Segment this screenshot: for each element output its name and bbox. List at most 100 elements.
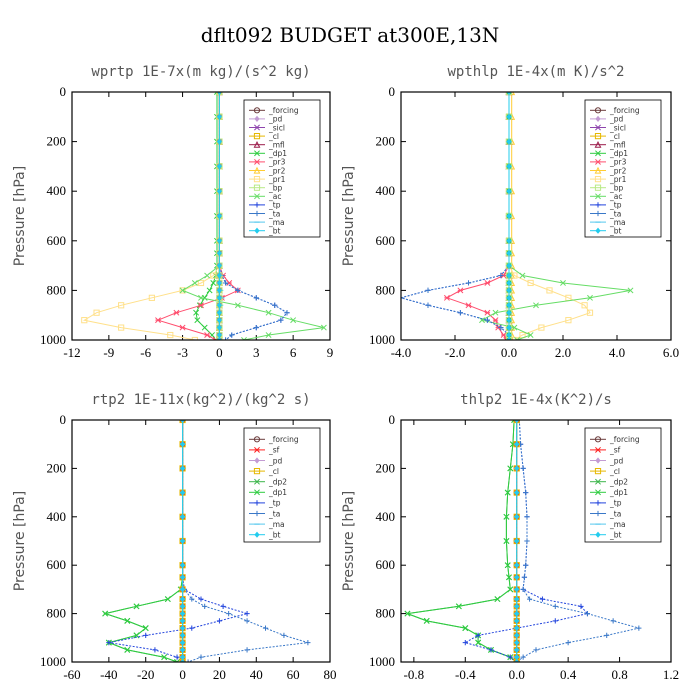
series-point_ta <box>520 465 526 471</box>
series-point_ta <box>202 603 208 609</box>
series-point_ac <box>527 332 534 338</box>
x-tick-label: -4.0 <box>391 345 412 360</box>
series-point_ac <box>587 294 593 301</box>
series-point_ta <box>526 596 533 602</box>
series-point_pr1 <box>118 302 125 309</box>
series-point_ta <box>253 325 259 331</box>
series-point_ta <box>584 611 591 617</box>
plot-frame <box>400 419 672 663</box>
legend-marker_mfl <box>253 140 261 148</box>
panel-title: rtp2 1E-11x(kg^2)/(kg^2 s) <box>91 392 310 408</box>
y-axis-label: Pressure [hPa] <box>12 166 28 266</box>
y-tick-label: 800 <box>376 282 396 297</box>
panel-4: thlp2 1E-4x(K^2)/s Pressure [hPa] -0.8 -0.4… <box>341 392 679 682</box>
legend-label_dp1: _dp1 <box>268 488 287 497</box>
y-tick-label: 1000 <box>369 654 395 669</box>
series-point_bt <box>216 113 223 120</box>
y-tick-label: 600 <box>47 233 67 248</box>
series-point_ta <box>565 640 571 646</box>
series-point_bt <box>514 625 520 632</box>
series-point_ta <box>278 317 284 323</box>
series-point_bt <box>179 617 186 624</box>
legend-marker_ta <box>254 210 260 217</box>
legend-label_tp: _tp <box>268 499 281 508</box>
legend-marker_dp1 <box>254 489 260 496</box>
legend-label_dp1: _dp1 <box>609 149 628 158</box>
x-tick-label: -20 <box>137 667 154 682</box>
x-tick-label: -2.0 <box>445 345 466 360</box>
legend-marker_dp2 <box>595 478 601 485</box>
series-point_ac <box>514 337 521 340</box>
y-tick-label: 600 <box>47 557 67 572</box>
series-point_bt <box>216 262 223 269</box>
series-point_ac <box>198 294 204 301</box>
series-point_pr3 <box>500 332 507 338</box>
series-point_bt <box>514 595 520 603</box>
panel-1: wprtp 1E-7x(m kg)/(s^2 kg) Pressure [hPa]… <box>12 64 333 360</box>
legend-marker_pd <box>254 115 260 122</box>
legend-label_tp: _tp <box>609 499 622 508</box>
series-point_dp1 <box>164 596 171 603</box>
series-point_bt <box>514 610 520 617</box>
series-point_bt <box>216 92 223 96</box>
legend-box <box>584 427 662 543</box>
series-point_pr3 <box>443 294 450 301</box>
legend-label_pr2: _pr2 <box>609 166 627 175</box>
legend-marker_pr2 <box>253 166 261 174</box>
x-tick-label: 2.0 <box>555 345 571 360</box>
y-tick-label: 0 <box>60 412 67 427</box>
series-point_bt <box>179 586 186 593</box>
legend: _forcing_pd_sicl_cl_mfl_dp1_pr3_pr2_pr1_… <box>243 99 321 238</box>
panel-title: wpthlp 1E-4x(m K)/s^2 <box>447 64 624 80</box>
series-point_pr3 <box>173 309 180 316</box>
y-tick-label: 1000 <box>369 332 395 347</box>
legend-marker_pr1 <box>253 176 261 183</box>
series-point_bt <box>514 513 520 520</box>
series-point_bt <box>216 163 223 170</box>
series-point_ta <box>533 647 539 653</box>
y-tick-label: 800 <box>47 282 67 297</box>
x-tick-label: -40 <box>100 667 117 682</box>
series-line_dp2 <box>407 420 518 662</box>
series-point_ta <box>222 280 229 286</box>
series-point_dp1 <box>423 617 430 624</box>
legend-marker_cl <box>594 468 602 475</box>
legend-label_forcing: _forcing <box>609 106 640 115</box>
legend-label_bt: _bt <box>268 531 281 540</box>
x-tick-label: -60 <box>63 667 80 682</box>
legend-marker_pr1 <box>594 176 602 183</box>
series-point_bt <box>506 287 512 294</box>
series-line_pr1 <box>508 92 591 340</box>
legend-label_pr3: _pr3 <box>268 158 286 167</box>
x-tick-label: 60 <box>287 667 300 682</box>
legend-marker_pd <box>595 115 601 122</box>
series-point_tp <box>106 640 112 646</box>
series-point_ta <box>253 295 259 301</box>
series-point_bt <box>216 138 223 145</box>
legend-label_sf: _sf <box>609 446 621 455</box>
series-point_ta <box>498 325 504 331</box>
series-point_dp1 <box>201 324 208 331</box>
series-point_bt <box>179 562 186 569</box>
series-point_bt <box>514 646 520 653</box>
series-point_ta <box>524 538 530 544</box>
series-point_bt <box>506 262 512 269</box>
series-point_bt <box>179 639 186 646</box>
legend-label_dp2: _dp2 <box>268 478 287 487</box>
x-tick-label: 0.8 <box>611 667 627 682</box>
legend-marker_sicl <box>595 124 601 131</box>
series-point_bt <box>179 654 186 661</box>
legend-marker_ac <box>254 193 260 200</box>
legend-marker_dp1 <box>595 150 601 157</box>
legend-label_cl: _cl <box>268 132 279 141</box>
series-point_pr1 <box>586 309 594 316</box>
series-point_bt <box>179 625 186 632</box>
series-point_ta <box>498 272 504 279</box>
legend-label_pr1: _pr1 <box>609 175 627 184</box>
series-point_ta <box>198 654 204 660</box>
x-tick-label: 1.2 <box>663 667 679 682</box>
series-point_sf <box>513 420 520 423</box>
series-point_bt <box>216 317 223 324</box>
series-point_ta <box>226 611 232 617</box>
